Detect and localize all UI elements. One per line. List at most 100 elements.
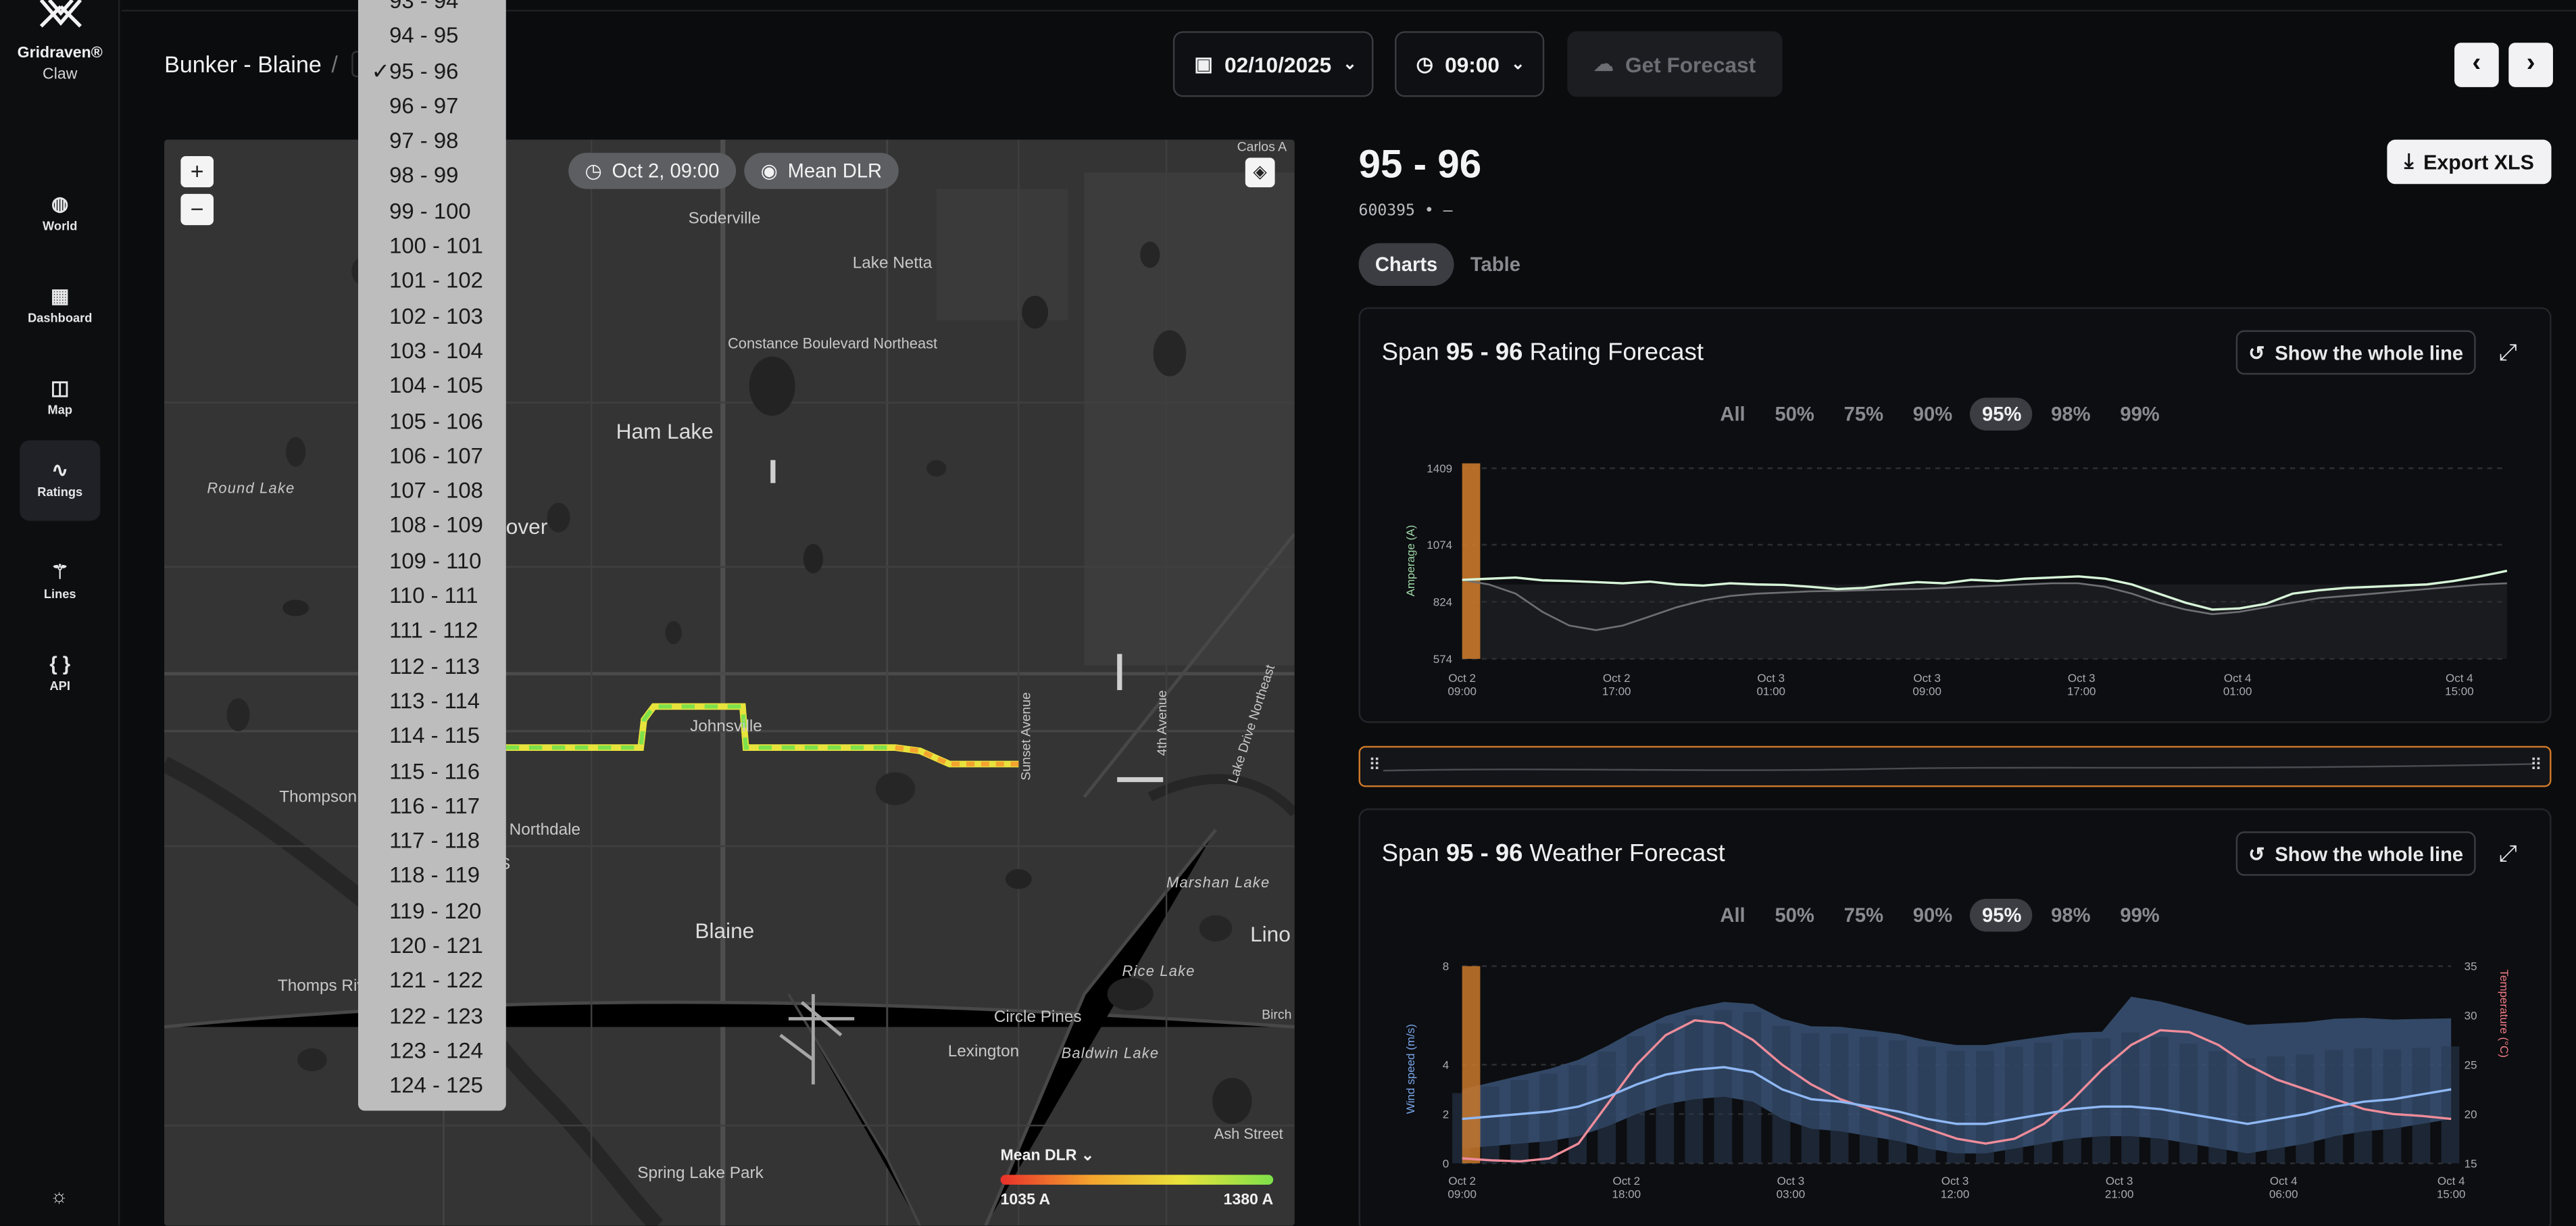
fullscreen-icon[interactable]: ⤢: [2498, 338, 2517, 365]
x-tick-label: 15:00: [2437, 1187, 2466, 1200]
span-option[interactable]: 115 - 116: [389, 758, 480, 783]
span-option[interactable]: 123 - 124: [389, 1038, 483, 1063]
span-option[interactable]: 120 - 121: [389, 933, 483, 958]
map-label-carlos: Carlos A: [1237, 139, 1287, 155]
percentile-90[interactable]: 90%: [1912, 402, 1953, 426]
x-tick-label: 18:00: [1612, 1187, 1641, 1200]
weather-chart[interactable]: 0 2 4 8 15 20 25 30 35 Wind speed (m/s) Temperatur…: [1360, 950, 2553, 1225]
drag-handle-left-icon[interactable]: ⠿: [1368, 757, 1381, 776]
span-option[interactable]: ✓ 95 - 96: [358, 53, 506, 89]
sidebar-item-ratings[interactable]: ∿ Ratings: [20, 440, 101, 521]
percentile-50[interactable]: 50%: [1775, 402, 1814, 426]
download-icon: ⤓: [2404, 149, 2414, 173]
span-option[interactable]: 94 - 95: [389, 23, 459, 49]
map-time-pill[interactable]: ◷ Oct 2, 09:00: [568, 153, 736, 189]
span-option[interactable]: 114 - 115: [389, 723, 480, 748]
span-option[interactable]: 109 - 110: [389, 548, 482, 573]
wind-bar: [1714, 1010, 1733, 1164]
span-option[interactable]: 107 - 108: [389, 478, 483, 504]
span-option[interactable]: 112 - 113: [389, 653, 480, 679]
sidebar-item-map[interactable]: ◫ Map: [20, 358, 100, 439]
fullscreen-icon[interactable]: ⤢: [2498, 839, 2517, 866]
percentile-95[interactable]: 95%: [1970, 397, 2033, 431]
span-option[interactable]: 118 - 119: [389, 863, 480, 888]
get-forecast-button[interactable]: ☁ Get Forecast: [1567, 31, 1783, 97]
span-option[interactable]: 106 - 107: [389, 443, 483, 468]
map-label-thompson-heights: Thompson Heights: [279, 788, 418, 807]
time-picker[interactable]: ◷ 09:00 ⌄: [1395, 31, 1545, 97]
gridraven-logo-icon: [39, 0, 81, 28]
date-picker[interactable]: ▣ 02/10/2025 ⌄: [1172, 31, 1374, 97]
prev-span-button[interactable]: ‹: [2454, 43, 2499, 87]
span-option[interactable]: 96 - 97: [389, 93, 459, 118]
tab-table[interactable]: Table: [1470, 253, 1520, 276]
sidebar-item-api[interactable]: { } API: [20, 634, 100, 714]
span-option[interactable]: 121 - 122: [389, 968, 483, 994]
time-range-scrubber[interactable]: ⠿ ⠿: [1358, 745, 2552, 787]
span-option[interactable]: 99 - 100: [389, 198, 471, 224]
brand-sub: Claw: [43, 66, 78, 84]
span-option[interactable]: 93 - 94: [389, 0, 459, 14]
tab-charts[interactable]: Charts: [1358, 243, 1454, 287]
wind-bar: [1656, 1023, 1675, 1164]
map-label-birch: Birch: [1262, 1007, 1292, 1023]
span-option[interactable]: 100 - 101: [389, 233, 483, 258]
map-label-circle-pines: Circle Pines: [993, 1008, 1082, 1027]
show-whole-line-button[interactable]: ↺ Show the whole line: [2235, 831, 2476, 876]
zoom-out-button[interactable]: −: [180, 193, 214, 226]
sidebar-item-lines[interactable]: ⚚ Lines: [20, 542, 100, 622]
percentile-98[interactable]: 98%: [2051, 904, 2091, 927]
legend-title[interactable]: Mean DLR ⌄: [1000, 1146, 1095, 1165]
span-option[interactable]: 119 - 120: [389, 898, 482, 923]
layers-button[interactable]: ◈: [1245, 157, 1275, 188]
temperature-line: [1462, 1019, 2452, 1163]
map-metric-pill[interactable]: ◉ Mean DLR: [744, 153, 899, 189]
map-label-lino: Lino: [1250, 921, 1291, 947]
percentile-98[interactable]: 98%: [2051, 402, 2091, 426]
span-option[interactable]: 110 - 111: [389, 583, 478, 608]
span-option[interactable]: 101 - 102: [389, 268, 483, 293]
theme-toggle-sun-icon[interactable]: ☼: [50, 1184, 68, 1208]
map-label-marshan-lake: Marshan Lake: [1166, 874, 1270, 891]
span-option[interactable]: 113 - 114: [389, 688, 480, 713]
percentile-all[interactable]: All: [1720, 402, 1745, 426]
span-dropdown[interactable]: 93 - 94 94 - 95 ✓ 95 - 96 96 - 97 97 - 98 98 -…: [357, 0, 506, 1111]
drag-handle-right-icon[interactable]: ⠿: [2529, 757, 2542, 776]
y-tick-label: 8: [1443, 960, 1449, 973]
map-label-andover: over: [505, 514, 548, 539]
check-icon: ✓: [371, 58, 390, 83]
map-view[interactable]: Soderville Lake Netta Constance Boulevar…: [164, 139, 1295, 1226]
wind-bar: [2412, 1048, 2431, 1164]
span-option[interactable]: 122 - 123: [389, 1003, 483, 1028]
span-option[interactable]: 124 - 125: [389, 1073, 483, 1098]
span-option[interactable]: 102 - 103: [389, 303, 483, 328]
percentile-50[interactable]: 50%: [1775, 904, 1814, 927]
span-option[interactable]: 116 - 117: [389, 793, 480, 818]
span-option[interactable]: 97 - 98: [389, 128, 459, 153]
span-option[interactable]: 105 - 106: [389, 408, 483, 433]
braces-icon: { }: [49, 652, 71, 676]
show-whole-line-button[interactable]: ↺ Show the whole line: [2235, 330, 2476, 375]
span-option[interactable]: 111 - 112: [389, 618, 478, 643]
next-span-button[interactable]: ›: [2508, 43, 2553, 87]
percentile-99[interactable]: 99%: [2120, 402, 2160, 426]
breadcrumb-line[interactable]: Bunker - Blaine: [164, 51, 322, 78]
span-option[interactable]: 117 - 118: [389, 828, 480, 854]
span-option[interactable]: 104 - 105: [389, 373, 483, 398]
span-option[interactable]: 103 - 104: [389, 338, 483, 364]
export-xls-button[interactable]: ⤓ Export XLS: [2387, 139, 2552, 185]
percentile-all[interactable]: All: [1720, 904, 1745, 927]
zoom-in-button[interactable]: +: [180, 155, 214, 188]
percentile-95[interactable]: 95%: [1970, 898, 2033, 932]
span-option[interactable]: 98 - 99: [389, 163, 459, 189]
logo[interactable]: Gridraven® Claw: [0, 0, 120, 84]
percentile-75[interactable]: 75%: [1843, 402, 1884, 426]
sidebar-item-dashboard[interactable]: ▦ Dashboard: [20, 266, 100, 347]
x-tick-label: 01:00: [1756, 685, 1785, 697]
percentile-90[interactable]: 90%: [1912, 904, 1953, 927]
percentile-75[interactable]: 75%: [1843, 904, 1884, 927]
sidebar-item-world[interactable]: ◍ World: [20, 174, 100, 255]
percentile-99[interactable]: 99%: [2120, 904, 2160, 927]
span-option[interactable]: 108 - 109: [389, 513, 483, 539]
